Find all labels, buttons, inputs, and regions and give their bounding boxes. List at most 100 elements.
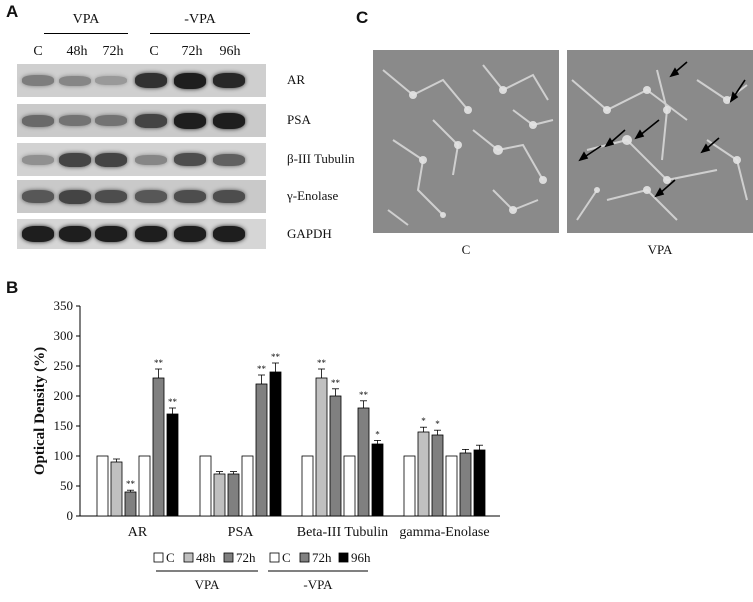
blot-band [135, 226, 167, 242]
bar [459, 452, 472, 517]
blot-label-psa: PSA [287, 112, 311, 127]
bar [166, 413, 179, 517]
blot-band [95, 226, 127, 242]
bar [269, 371, 282, 517]
panel-c-letter: C [356, 8, 369, 27]
bar [213, 473, 226, 517]
panel-b-letter: B [6, 278, 19, 297]
category-label: PSA [228, 525, 255, 540]
y-axis-label: Optical Density (%) [32, 347, 48, 475]
blot-band [174, 73, 206, 89]
blot-band [135, 73, 167, 88]
blot-psa [17, 104, 266, 137]
blot-band [135, 190, 167, 203]
legend-label: C [166, 550, 175, 565]
y-tick-label: 150 [54, 418, 74, 433]
legend-swatch [223, 552, 234, 563]
blot-band [174, 113, 206, 129]
bar [445, 455, 458, 517]
bar [241, 455, 254, 517]
bar [138, 455, 151, 517]
y-tick-label: 250 [54, 358, 74, 373]
blot-band [95, 153, 127, 167]
blot-band [213, 154, 245, 166]
blot-band [59, 190, 91, 204]
significance-label: ** [126, 479, 136, 489]
significance-label: ** [317, 358, 327, 368]
blot-band [59, 153, 91, 167]
bar [124, 491, 137, 517]
blot-band [174, 190, 206, 203]
legend-label: 72h [312, 550, 332, 565]
legend-swatch [338, 552, 349, 563]
y-tick-label: 200 [54, 388, 74, 403]
blot-band [213, 190, 245, 203]
micrograph-label-control: C [461, 242, 471, 257]
bar [315, 377, 328, 517]
blot-gamma-enolase [17, 180, 266, 213]
legend-label: 48h [196, 550, 216, 565]
group-label-minus-vpa: -VPA [184, 12, 216, 27]
blot-band [213, 73, 245, 88]
blot-band [174, 153, 206, 166]
blot-band [135, 155, 167, 165]
category-label: gamma-Enolase [399, 525, 489, 540]
category-label: Beta-III Tubulin [297, 525, 388, 540]
blot-label-gamma-enolase: γ-Enolase [287, 188, 339, 203]
legend-group-label-minus-vpa: -VPA [303, 577, 333, 592]
bar [473, 449, 486, 517]
bar [417, 431, 430, 517]
blot-band [95, 190, 127, 203]
lane-label: C [33, 44, 43, 59]
legend-label: C [282, 550, 291, 565]
legend-swatch [269, 552, 280, 563]
optical-density-chart: 0 50 100 150 200 250 300 350 Optical Density (%)… [32, 298, 500, 592]
y-tick-label: 50 [60, 478, 73, 493]
blot-band [22, 190, 54, 203]
bar [199, 455, 212, 517]
bar [329, 395, 342, 517]
bar [357, 407, 370, 517]
significance-label: ** [154, 358, 164, 368]
y-tick-label: 100 [54, 448, 74, 463]
bar [227, 473, 240, 517]
bar [431, 434, 444, 517]
lane-label: C [149, 44, 159, 59]
category-label: AR [128, 525, 148, 540]
blot-band [22, 226, 54, 242]
blot-band [135, 114, 167, 128]
micrograph-control-cells [382, 64, 554, 226]
micrograph-vpa [567, 50, 753, 233]
group-line-vpa [44, 33, 128, 34]
blot-gapdh [17, 219, 266, 249]
micrograph-label-vpa: VPA [647, 242, 673, 257]
blot-band [95, 115, 127, 126]
legend-swatch [299, 552, 310, 563]
blot-band [59, 115, 91, 126]
significance-label: ** [168, 397, 178, 407]
lane-label: 96h [219, 44, 241, 59]
blot-band [22, 155, 54, 165]
micrograph-vpa-cells [571, 61, 748, 221]
significance-label: ** [271, 352, 281, 362]
lane-label: 72h [181, 44, 203, 59]
legend-swatch [153, 552, 164, 563]
significance-label: ** [257, 364, 267, 374]
y-tick-label: 0 [67, 508, 74, 523]
significance-label: ** [359, 390, 369, 400]
blot-band [95, 76, 127, 85]
bar [301, 455, 314, 517]
blot-label-ar: AR [287, 72, 306, 87]
significance-label: * [421, 416, 426, 426]
bar [255, 383, 268, 517]
bar [403, 455, 416, 517]
significance-label: * [435, 419, 440, 429]
blot-band [59, 226, 91, 242]
lane-label: 72h [102, 44, 124, 59]
legend-group-label-vpa: VPA [195, 577, 220, 592]
micrograph-control [373, 50, 559, 233]
legend-swatch [183, 552, 194, 563]
bar [343, 455, 356, 517]
blot-ar [17, 64, 266, 97]
significance-label: * [375, 429, 380, 439]
